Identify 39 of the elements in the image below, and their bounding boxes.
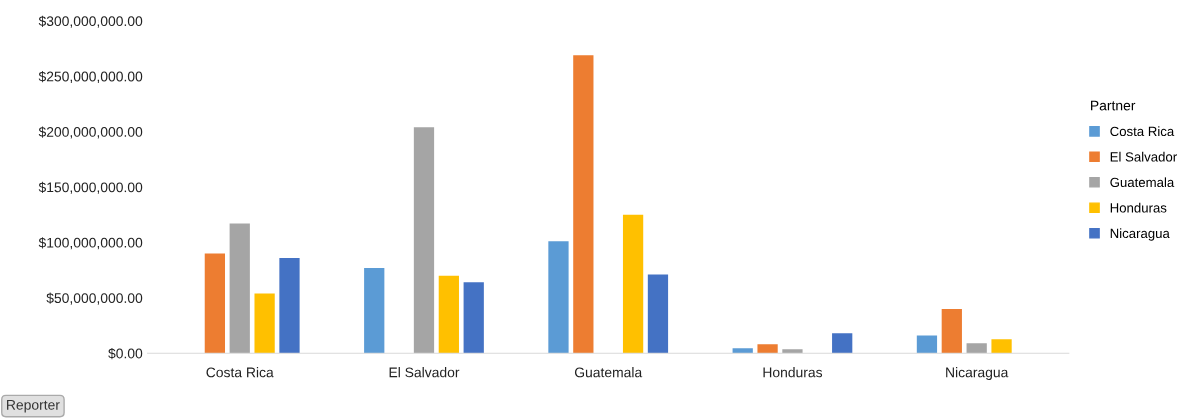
bar	[438, 275, 459, 354]
legend-label: El Salvador	[1110, 151, 1177, 162]
text: Reporter	[7, 400, 60, 413]
bar	[647, 274, 669, 354]
legend-label: Nicaragua	[1110, 228, 1170, 241]
x-tick-label: Costa Rica	[206, 367, 274, 378]
x-tick-label: El Salvador	[389, 367, 460, 378]
y-tick-label: $250,000,000.00	[38, 71, 143, 84]
bar	[204, 253, 225, 354]
legend-title: Partner	[1091, 100, 1136, 111]
bar	[916, 335, 938, 354]
bar	[622, 214, 644, 354]
legend-label: Guatemala	[1110, 177, 1175, 188]
bar	[413, 127, 435, 354]
bar	[732, 348, 753, 354]
x-tick-label: Nicaragua	[946, 367, 1009, 381]
bar	[782, 349, 803, 354]
y-tick-label: $300,000,000.00	[38, 15, 143, 28]
bar	[254, 293, 275, 354]
bar	[364, 267, 385, 354]
y-tick-label: $150,000,000.00	[38, 181, 143, 194]
y-tick-label: $0.00	[108, 347, 143, 360]
bar	[548, 241, 569, 354]
y-tick-label: $50,000,000.00	[46, 292, 143, 305]
legend-label: Honduras	[1110, 202, 1167, 213]
y-tick-label: $200,000,000.00	[38, 126, 143, 139]
bar	[966, 343, 987, 354]
x-tick-label: Honduras	[763, 367, 823, 378]
bar	[757, 344, 778, 354]
y-tick-label: $100,000,000.00	[38, 237, 143, 250]
bar	[463, 282, 484, 354]
bar	[279, 257, 300, 354]
legend-label: Costa Rica	[1110, 126, 1175, 137]
bar	[573, 55, 594, 354]
bar	[941, 308, 962, 354]
bar	[229, 223, 250, 354]
bar	[832, 333, 853, 354]
x-tick-label: Guatemala	[574, 367, 643, 378]
bar	[991, 339, 1012, 354]
